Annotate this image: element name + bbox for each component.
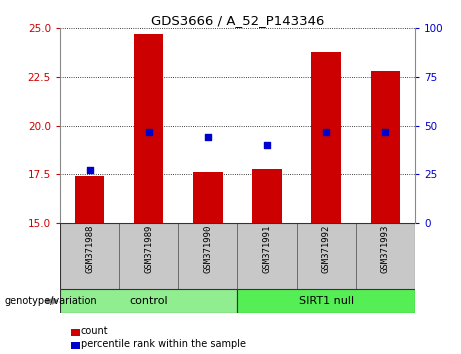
Text: percentile rank within the sample: percentile rank within the sample: [81, 339, 246, 349]
Title: GDS3666 / A_52_P143346: GDS3666 / A_52_P143346: [151, 14, 324, 27]
Bar: [237, 289, 415, 313]
Bar: [134, 34, 164, 223]
Point: [204, 135, 212, 140]
Point: [263, 142, 271, 148]
Text: GSM371993: GSM371993: [381, 225, 390, 273]
Bar: [60, 223, 119, 289]
Point: [145, 129, 152, 134]
Text: GSM371989: GSM371989: [144, 225, 153, 273]
Bar: [356, 223, 415, 289]
Text: control: control: [130, 296, 168, 306]
Text: SIRT1 null: SIRT1 null: [299, 296, 354, 306]
Bar: [296, 223, 356, 289]
Text: GSM371991: GSM371991: [262, 225, 272, 273]
Text: GSM371990: GSM371990: [203, 225, 213, 273]
Bar: [311, 52, 341, 223]
Bar: [252, 169, 282, 223]
Text: count: count: [81, 326, 108, 336]
Bar: [75, 176, 104, 223]
Point: [382, 129, 389, 134]
Point: [86, 167, 93, 173]
Bar: [237, 223, 296, 289]
Bar: [193, 172, 223, 223]
Text: genotype/variation: genotype/variation: [5, 296, 97, 306]
Text: GSM371988: GSM371988: [85, 225, 94, 273]
Bar: [60, 289, 237, 313]
Bar: [119, 223, 178, 289]
Text: GSM371992: GSM371992: [322, 225, 331, 273]
Bar: [371, 71, 400, 223]
Bar: [178, 223, 237, 289]
Point: [322, 129, 330, 134]
